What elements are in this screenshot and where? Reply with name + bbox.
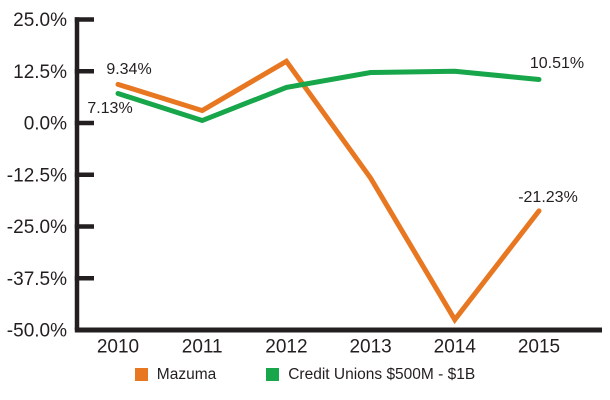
x-tick-label: 2014: [434, 337, 477, 358]
y-tick-label: 25.0%: [13, 10, 67, 31]
mazuma-legend-swatch: [134, 368, 148, 382]
data-label: -21.23%: [518, 189, 578, 206]
data-label: 9.34%: [106, 61, 151, 78]
x-tick-label: 2012: [265, 337, 307, 358]
mazuma-legend-label: Mazuma: [156, 366, 217, 383]
series-line-credit-unions-500m-1b: [115, 68, 542, 124]
credit-unions-legend-swatch: [266, 368, 280, 382]
y-tick-label: -12.5%: [7, 165, 67, 186]
y-tick-label: 0.0%: [24, 114, 67, 135]
y-tick-label: 12.5%: [13, 62, 67, 83]
y-tick-label: -50.0%: [7, 321, 67, 342]
legend-item-mazuma: Mazuma: [134, 366, 217, 383]
data-label: 10.51%: [530, 55, 584, 72]
line-chart: 25.0% 12.5% 0.0% -12.5% -25.0% -37.5% -50.0% 20…: [7, 10, 602, 358]
x-tick-label: 2011: [182, 337, 223, 358]
x-tick-label: 2013: [349, 337, 391, 358]
x-tick-label: 2015: [518, 337, 560, 358]
x-tick-label: 2010: [97, 337, 139, 358]
legend: Mazuma Credit Unions $500M - $1B: [0, 367, 610, 383]
credit-unions-legend-label: Credit Unions $500M - $1B: [288, 366, 476, 383]
series-line-mazuma: [115, 58, 542, 325]
y-tick-label: -25.0%: [7, 217, 67, 238]
legend-item-credit-unions: Credit Unions $500M - $1B: [266, 367, 475, 383]
data-label: 7.13%: [87, 100, 132, 117]
y-tick-label: -37.5%: [7, 269, 67, 290]
